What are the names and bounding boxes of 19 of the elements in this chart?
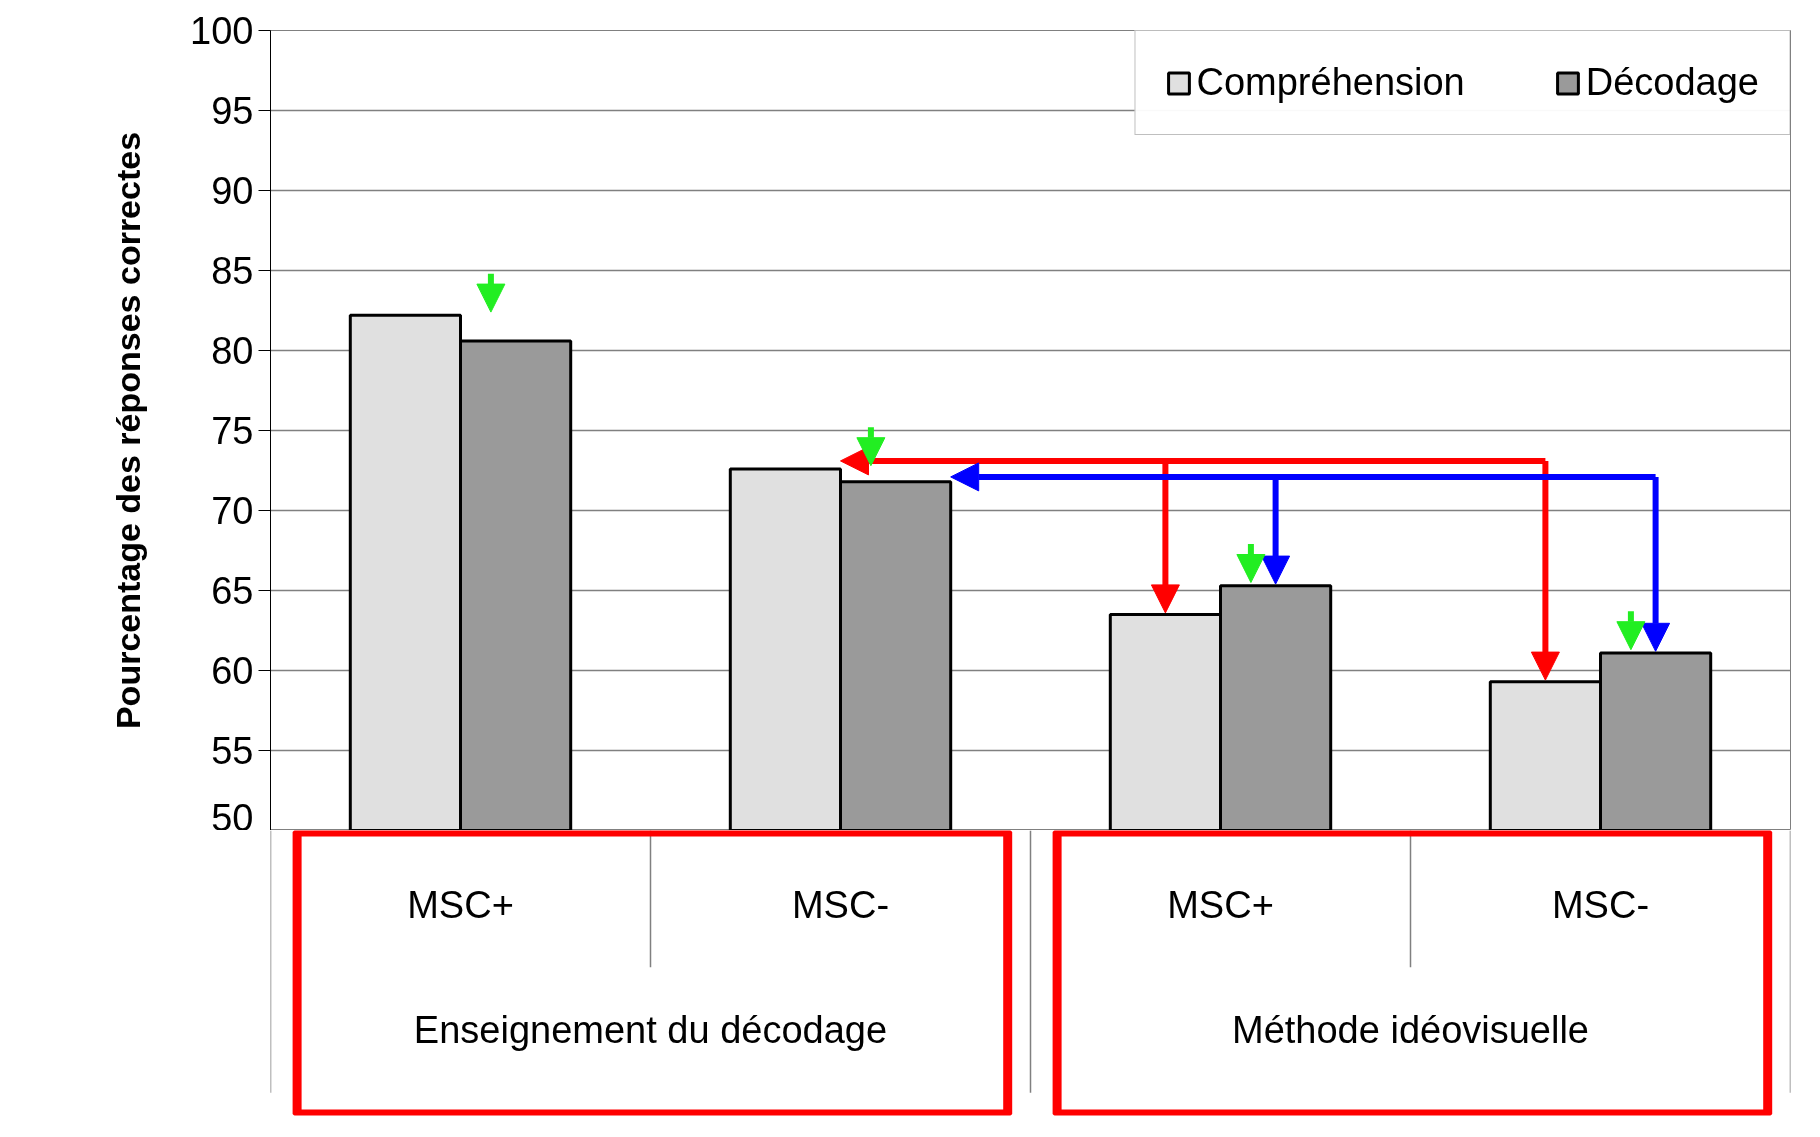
y-tick-label: 65 xyxy=(211,570,254,612)
x-tick-label: MSC- xyxy=(1551,883,1650,926)
y-tick-label: 60 xyxy=(211,650,254,692)
text: Méthode idéovisuelle xyxy=(1231,1009,1590,1051)
y-tick-label: 90 xyxy=(211,170,254,212)
legend-label: Compréhension xyxy=(1196,61,1465,104)
y-tick-label: 100 xyxy=(190,10,254,52)
x-tick-label: MSC- xyxy=(791,883,890,926)
x-tick-label: MSC+ xyxy=(407,883,514,926)
text: Enseignement du décodage xyxy=(413,1009,888,1051)
y-tick-label: 80 xyxy=(211,330,254,372)
y-tick-label: 70 xyxy=(211,490,254,532)
y-tick-label: 95 xyxy=(211,90,254,132)
y-axis-title: Pourcentage des réponses correctes xyxy=(109,131,148,730)
y-tick-label: 55 xyxy=(211,730,254,772)
y-tick-label: 75 xyxy=(211,410,254,452)
x-tick-label: MSC+ xyxy=(1167,883,1274,926)
legend-label: Décodage xyxy=(1585,61,1759,104)
y-tick-label: 85 xyxy=(211,250,254,292)
